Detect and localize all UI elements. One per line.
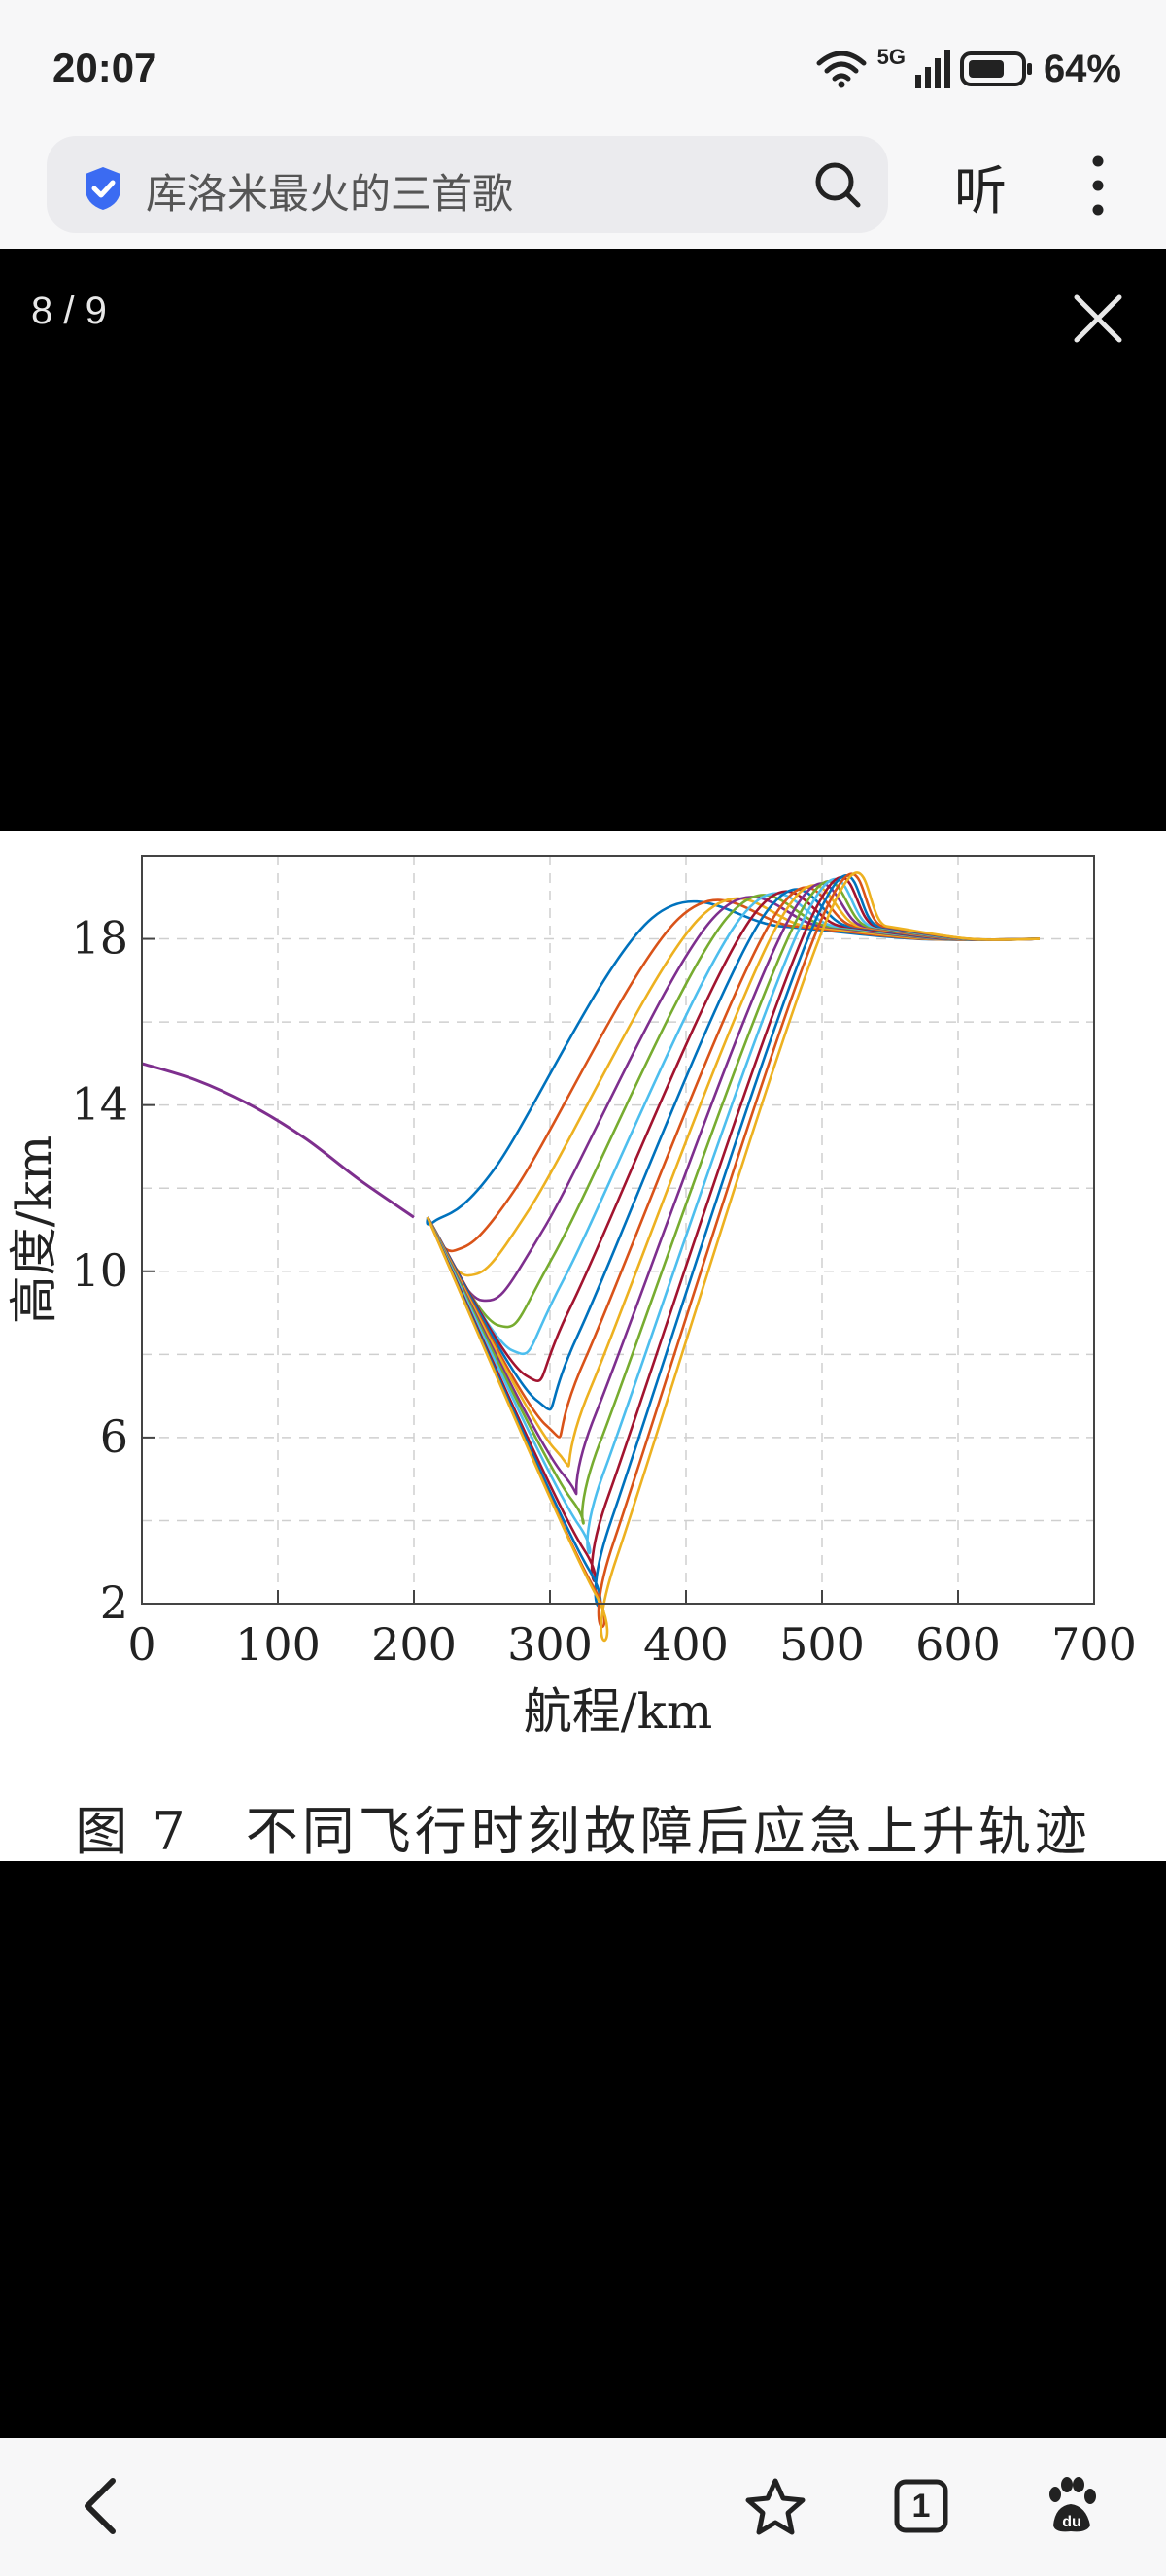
series-line xyxy=(426,890,1041,1382)
y-tick-label: 10 xyxy=(71,1244,128,1297)
star-icon[interactable] xyxy=(744,2477,806,2537)
x-tick-label: 300 xyxy=(507,1618,593,1671)
y-tick-label: 2 xyxy=(100,1576,128,1629)
close-icon[interactable] xyxy=(1071,291,1125,346)
common-descent-line xyxy=(141,1062,415,1219)
tab-count: 1 xyxy=(911,2488,931,2525)
signal-icon xyxy=(914,50,950,88)
x-tick-label: 400 xyxy=(643,1618,729,1671)
x-tick-label: 500 xyxy=(779,1618,865,1671)
battery-percentage: 64% xyxy=(1043,47,1121,90)
tabs-button[interactable]: 1 xyxy=(894,2479,948,2533)
more-options-icon[interactable] xyxy=(1079,152,1117,220)
chart-series xyxy=(141,871,1041,1642)
status-icons: 5G 64% xyxy=(815,45,1121,91)
search-icon[interactable] xyxy=(812,159,863,210)
series-line xyxy=(426,877,1041,1555)
x-tick-label: 700 xyxy=(1051,1618,1137,1671)
chart-grid xyxy=(142,856,1094,1604)
status-bar: 20:07 5G 64% xyxy=(0,0,1166,136)
network-type: 5G xyxy=(876,45,906,69)
x-tick-label: 600 xyxy=(915,1618,1001,1671)
series-line xyxy=(426,897,1041,1277)
series-line xyxy=(426,875,1041,1582)
listen-button[interactable]: 听 xyxy=(954,160,1007,221)
series-line xyxy=(426,894,1041,1329)
x-tick-label: 100 xyxy=(235,1618,321,1671)
svg-text:du: du xyxy=(1062,2514,1081,2530)
plot-frame xyxy=(141,855,1095,1605)
y-axis-label: 高度/km xyxy=(6,1135,62,1325)
y-tick-label: 18 xyxy=(71,912,128,965)
x-tick-label: 200 xyxy=(371,1618,457,1671)
battery-icon xyxy=(959,51,1032,86)
wifi-icon xyxy=(816,51,867,88)
chart-ticks: 0 100 200 300 400 500 600 700 2 6 10 14 18 xyxy=(71,912,1136,1671)
series-line xyxy=(426,872,1041,1629)
search-query[interactable]: 库洛米最火的三首歌 xyxy=(146,170,514,218)
chart: 0 100 200 300 400 500 600 700 2 6 10 14 18 航程/km 高度/… xyxy=(6,855,1137,1740)
search-box[interactable]: 库洛米最火的三首歌 xyxy=(47,136,888,233)
series-line xyxy=(426,871,1041,1642)
bottom-nav-bar: 1 du xyxy=(0,2438,1166,2576)
tabs-icon xyxy=(894,2479,948,2533)
figure-caption: 图 7 不同飞行时刻故障后应急上升轨迹 xyxy=(75,1801,1091,1862)
x-tick-label: 0 xyxy=(127,1618,155,1671)
shield-icon xyxy=(86,167,120,210)
browser-toolbar: 库洛米最火的三首歌 听 xyxy=(0,126,1166,249)
x-axis-label: 航程/km xyxy=(524,1683,713,1740)
y-tick-label: 6 xyxy=(100,1410,128,1463)
series-line xyxy=(426,874,1041,1608)
image-counter: 8 / 9 xyxy=(31,289,107,332)
baidu-paw-icon[interactable]: du xyxy=(1042,2477,1100,2535)
y-tick-label: 14 xyxy=(71,1078,128,1131)
status-time: 20:07 xyxy=(52,45,157,90)
back-icon[interactable] xyxy=(78,2477,124,2535)
figure-image[interactable]: 0 100 200 300 400 500 600 700 2 6 10 14 18 航程/km 高度/… xyxy=(0,831,1166,1862)
